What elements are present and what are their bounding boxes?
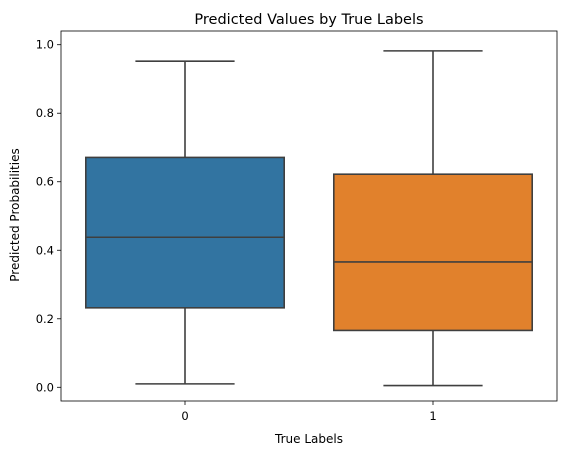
plot-area bbox=[85, 50, 533, 387]
box-1 bbox=[332, 173, 533, 332]
box-group-1 bbox=[332, 50, 533, 387]
y-axis: 0.0 0.2 0.4 0.6 0.8 1.0 bbox=[36, 38, 61, 394]
y-tick-label: 0.2 bbox=[36, 312, 54, 326]
x-tick-label: 1 bbox=[429, 409, 436, 423]
y-tick-label: 0.4 bbox=[36, 243, 54, 257]
box-group-0 bbox=[85, 60, 285, 385]
y-tick-label: 1.0 bbox=[36, 38, 54, 52]
x-axis-label: True Labels bbox=[274, 432, 343, 446]
axes-frame bbox=[60, 30, 558, 402]
y-tick-label: 0.6 bbox=[36, 175, 54, 189]
y-axis-label: Predicted Probabilities bbox=[8, 148, 22, 281]
box-0 bbox=[85, 156, 285, 309]
chart-title: Predicted Values by True Labels bbox=[194, 12, 423, 28]
x-tick-label: 0 bbox=[181, 409, 188, 423]
y-tick-label: 0.0 bbox=[36, 380, 54, 394]
y-tick-label: 0.8 bbox=[36, 106, 54, 120]
